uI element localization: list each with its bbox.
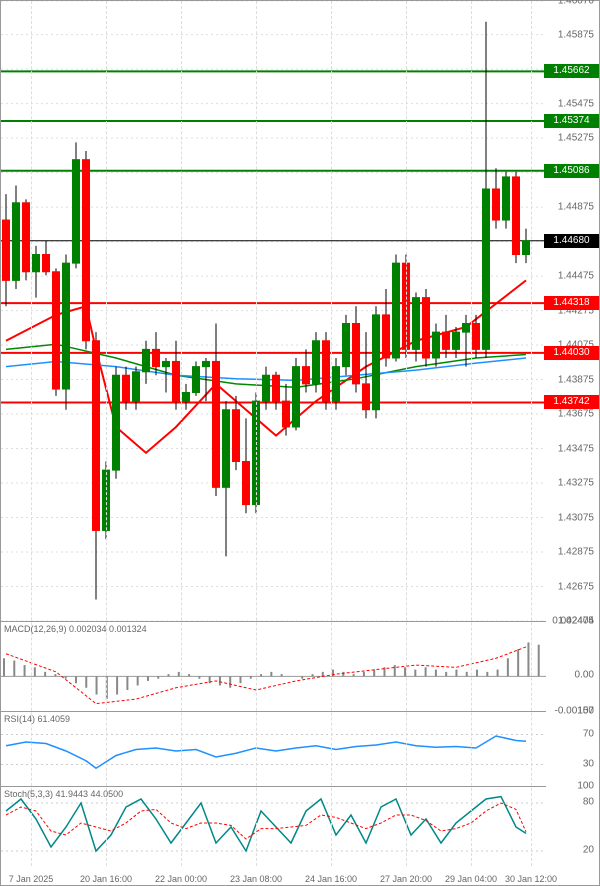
macd-svg	[1, 622, 546, 712]
level-label: 1.45662	[544, 64, 599, 78]
macd-y-axis: -0.001570.000.002404	[544, 621, 599, 711]
level-label: 1.44680	[544, 234, 599, 248]
price-y-axis: 1.424751.426751.428751.430751.432751.434…	[544, 1, 599, 621]
trading-chart[interactable]: 1.424751.426751.428751.430751.432751.434…	[0, 0, 600, 886]
level-label: 1.44030	[544, 346, 599, 360]
price-chart-panel[interactable]	[1, 1, 546, 621]
level-label: 1.43742	[544, 395, 599, 409]
macd-label: MACD(12,26,9) 0.002034 0.001324	[4, 624, 147, 634]
rsi-y-axis: 3070100	[544, 711, 599, 786]
rsi-panel[interactable]: RSI(14) 61.4059	[1, 711, 546, 786]
time-x-axis: 7 Jan 202520 Jan 16:0022 Jan 00:0023 Jan…	[1, 866, 546, 886]
level-label: 1.44318	[544, 296, 599, 310]
macd-panel[interactable]: MACD(12,26,9) 0.002034 0.001324	[1, 621, 546, 711]
level-label: 1.45374	[544, 114, 599, 128]
level-label: 1.45086	[544, 164, 599, 178]
price-chart-svg	[1, 1, 546, 621]
rsi-svg	[1, 712, 546, 787]
stoch-y-axis: 2080100	[544, 786, 599, 866]
rsi-label: RSI(14) 61.4059	[4, 714, 70, 724]
stoch-label: Stoch(5,3,3) 41.9443 44.0500	[4, 789, 123, 799]
stoch-svg	[1, 787, 546, 867]
stoch-panel[interactable]: Stoch(5,3,3) 41.9443 44.0500	[1, 786, 546, 866]
